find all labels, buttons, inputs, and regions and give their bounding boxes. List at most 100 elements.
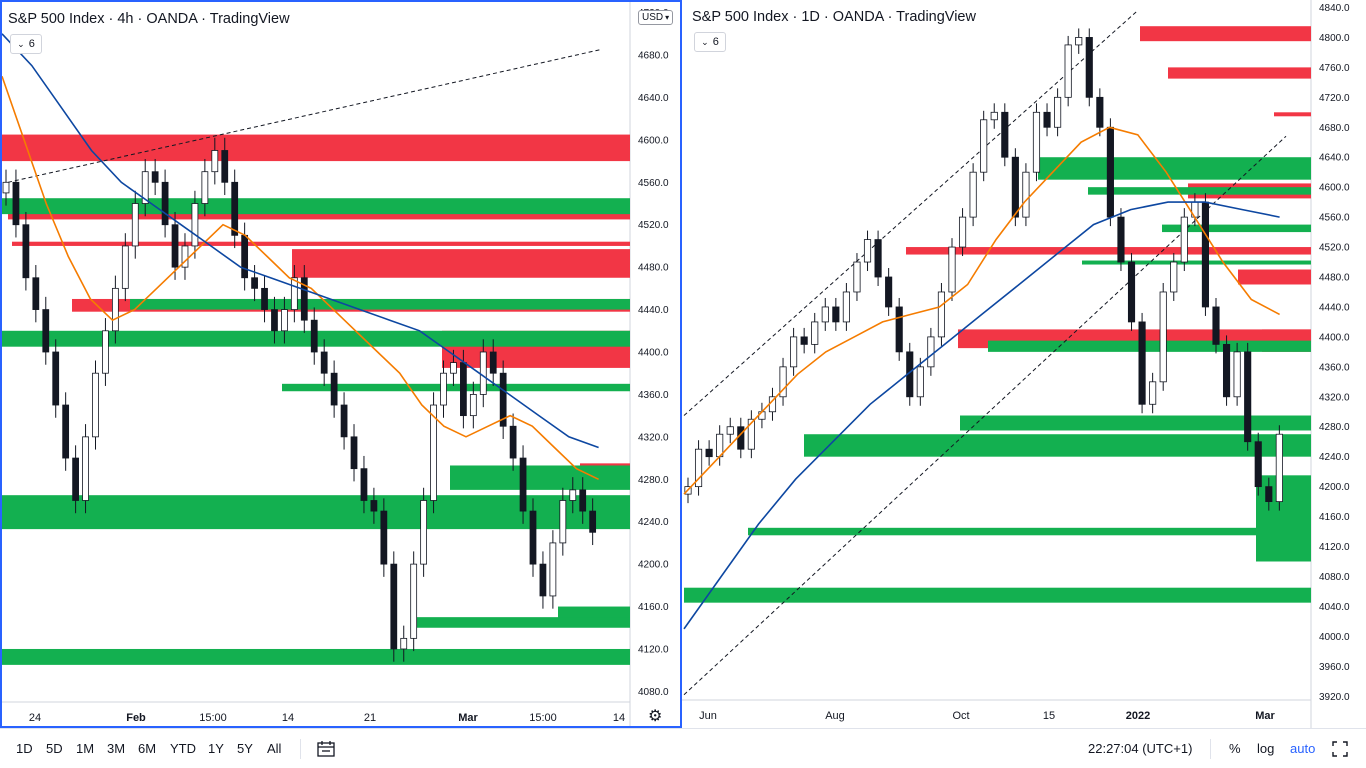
price-tick-label: 4640.0: [1319, 153, 1350, 164]
timeframe-ytd[interactable]: YTD: [170, 741, 196, 756]
candle-body: [895, 306, 903, 353]
demand-zone: [130, 298, 630, 310]
candle-body: [1075, 37, 1083, 46]
chevron-down-icon: ▾: [665, 13, 670, 22]
candle-body: [1127, 261, 1136, 323]
timeframe-1m[interactable]: 1M: [76, 741, 95, 756]
timeframe-6m[interactable]: 6M: [138, 741, 157, 756]
candle-body: [842, 291, 850, 323]
gear-icon[interactable]: ⚙: [648, 708, 663, 725]
candle-body: [737, 426, 745, 450]
supply-zone: [906, 247, 1311, 255]
candle-body: [400, 637, 408, 650]
candle-body: [2, 181, 10, 194]
candle-body: [705, 448, 713, 458]
price-tick-label: 4800.0: [1319, 33, 1350, 44]
moving-average-fast: [2, 75, 599, 481]
candle-body: [320, 351, 328, 374]
time-tick-label: Oct: [952, 710, 969, 722]
demand-zone: [988, 340, 1311, 352]
auto-scale-toggle[interactable]: auto: [1290, 741, 1316, 756]
candle-body: [1011, 156, 1019, 218]
candle-body: [330, 372, 338, 406]
candle-body: [72, 457, 79, 501]
demand-zone: [1082, 260, 1311, 265]
time-tick-label: 21: [364, 712, 376, 724]
candle-body: [489, 351, 497, 374]
candle-body: [1159, 291, 1167, 383]
price-tick-label: 4080.0: [638, 687, 669, 698]
chart-canvas-1d[interactable]: 4840.0 4800.0 4760.0 4720.0 4680.0 4640.0 4600…: [682, 0, 1366, 728]
candle-body: [1265, 486, 1273, 503]
demand-zone: [2, 648, 630, 665]
candle-body: [261, 287, 268, 310]
chart-pane-1d[interactable]: 4840.0 4800.0 4760.0 4720.0 4680.0 4640.0 4600…: [682, 0, 1366, 728]
candle-body: [1085, 37, 1093, 98]
percent-scale-toggle[interactable]: %: [1229, 741, 1241, 756]
demand-zone: [960, 415, 1311, 431]
demand-zone: [1256, 475, 1311, 562]
candle-body: [1043, 111, 1051, 128]
timeframe-5y[interactable]: 5Y: [237, 741, 253, 756]
candle-body: [52, 351, 60, 406]
timeframe-3m[interactable]: 3M: [107, 741, 126, 756]
toolbar-divider: [300, 739, 301, 759]
timeframe-all[interactable]: All: [267, 741, 282, 756]
candle-body: [853, 261, 861, 293]
price-tick-label: 4160.0: [1319, 512, 1350, 523]
time-tick-label: 15:00: [529, 712, 557, 724]
indicator-legend-toggle[interactable]: ⌄ 6: [10, 34, 42, 54]
timeframe-1d[interactable]: 1D: [16, 741, 33, 756]
candle-body: [832, 306, 840, 323]
candle-body: [1244, 351, 1252, 443]
log-scale-toggle[interactable]: log: [1257, 741, 1275, 756]
candle-body: [1064, 44, 1072, 98]
candle-body: [1212, 306, 1220, 345]
candle-body: [1149, 381, 1157, 405]
bottom-toolbar: 1D 5D 1M 3M 6M YTD 1Y 5Y All 22:27:04 (U…: [0, 728, 1366, 768]
candle-body: [62, 404, 70, 459]
candle-body: [1106, 126, 1114, 218]
fullscreen-icon[interactable]: [1332, 741, 1348, 761]
candle-body: [811, 321, 819, 345]
candle-body: [121, 245, 129, 289]
time-tick-label: Feb: [126, 712, 146, 724]
candle-body: [747, 418, 755, 450]
price-tick-label: 4760.0: [1319, 63, 1350, 74]
candle-body: [980, 119, 988, 173]
date-range-icon[interactable]: [317, 741, 335, 761]
chart-title: S&P 500 Index · 1D · OANDA · TradingView: [692, 9, 976, 25]
time-tick-label: 15: [1043, 710, 1055, 722]
price-tick-label: 4480.0: [638, 263, 669, 274]
timeframe-5d[interactable]: 5D: [46, 741, 63, 756]
indicator-legend-toggle[interactable]: ⌄ 6: [694, 32, 726, 52]
supply-zone: [1140, 26, 1311, 42]
price-tick-label: 4440.0: [638, 305, 669, 316]
candle-body: [131, 203, 139, 247]
supply-zone: [1168, 67, 1311, 79]
price-tick-label: 4520.0: [1319, 243, 1350, 254]
price-tick-label: 4200.0: [638, 560, 669, 571]
candle-body: [350, 436, 358, 470]
candle-body: [948, 246, 956, 293]
candle-body: [281, 309, 288, 332]
candle-body: [430, 404, 437, 501]
candle-body: [390, 563, 398, 650]
candle-body: [271, 309, 278, 332]
chart-pane-4h[interactable]: 4720.04680.04640.04600.04560.04520.04480…: [0, 0, 682, 728]
chart-canvas-4h[interactable]: 4720.04680.04640.04600.04560.04520.04480…: [2, 2, 680, 726]
candle-body: [370, 500, 378, 512]
candle-body: [509, 425, 517, 459]
price-tick-label: 4320.0: [638, 432, 669, 443]
timeframe-1y[interactable]: 1Y: [208, 741, 224, 756]
candle-body: [937, 291, 946, 338]
price-tick-label: 4600.0: [638, 135, 669, 146]
demand-zone: [558, 606, 630, 620]
demand-zone: [2, 198, 630, 215]
currency-selector[interactable]: USD ▾: [638, 10, 674, 25]
time-tick-label: 14: [613, 712, 625, 724]
clock-readout[interactable]: 22:27:04 (UTC+1): [1088, 741, 1193, 756]
indicator-count: 6: [712, 36, 719, 48]
candle-body: [181, 245, 189, 268]
candle-body: [171, 224, 179, 268]
